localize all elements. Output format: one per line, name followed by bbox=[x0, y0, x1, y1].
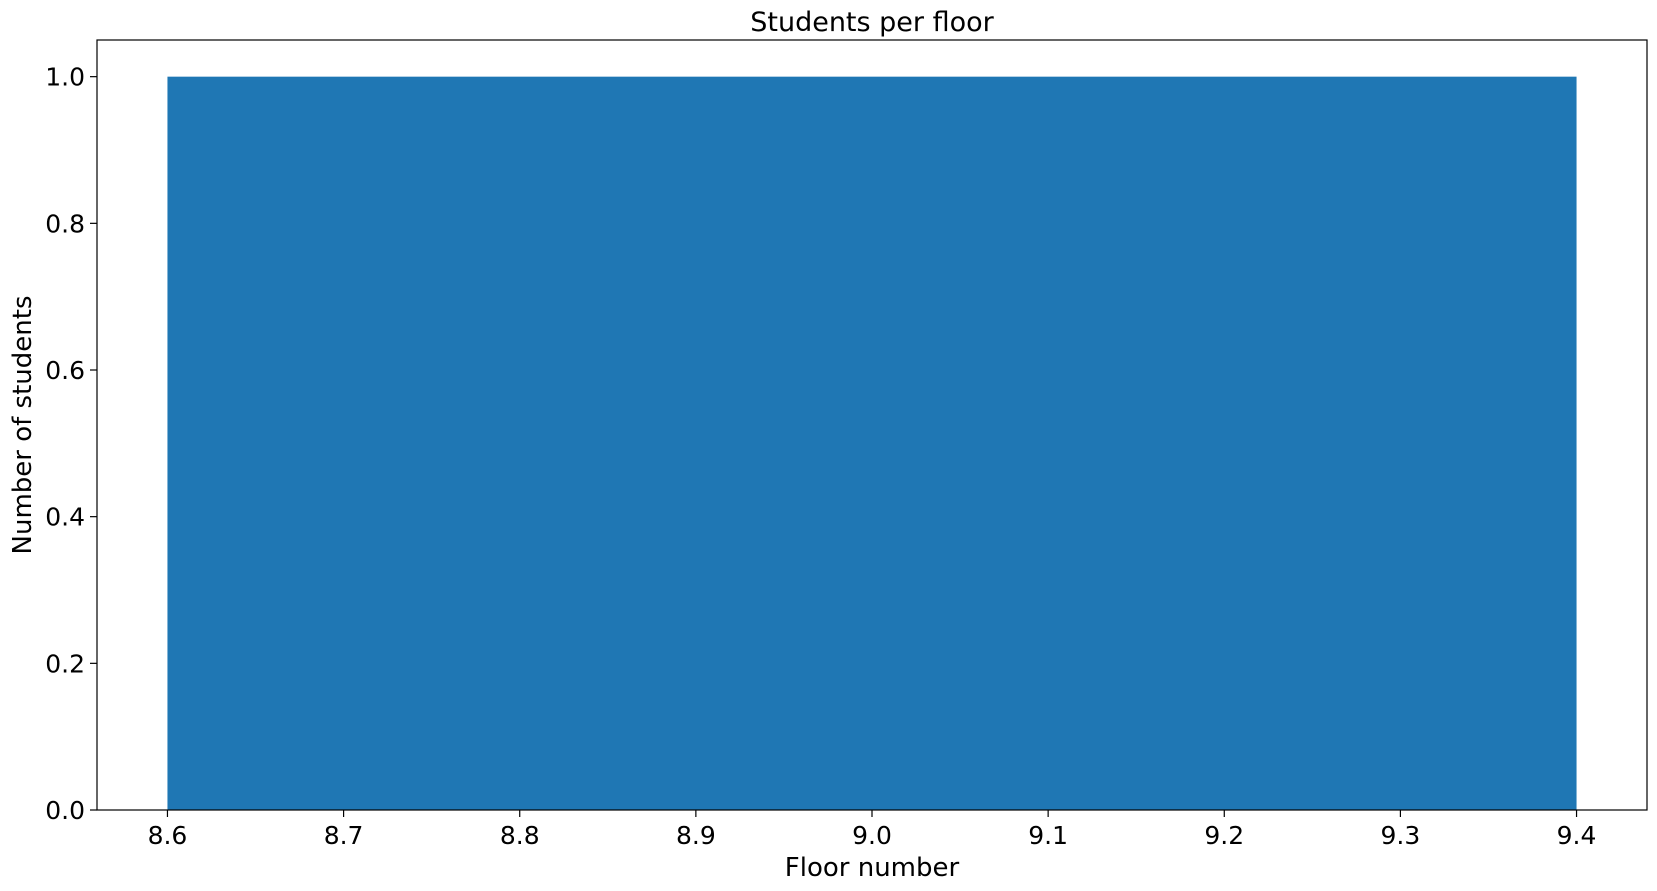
x-tick-label: 8.9 bbox=[676, 821, 716, 850]
y-tick-label: 0.4 bbox=[45, 503, 85, 532]
chart-title: Students per floor bbox=[750, 7, 994, 38]
x-tick-label: 9.3 bbox=[1381, 821, 1421, 850]
y-tick-label: 0.0 bbox=[45, 796, 85, 825]
x-tick-label: 8.7 bbox=[324, 821, 364, 850]
bars-layer bbox=[167, 76, 1577, 810]
x-tick-label: 8.6 bbox=[148, 821, 188, 850]
x-tick-label: 8.8 bbox=[500, 821, 540, 850]
y-tick-label: 0.2 bbox=[45, 649, 85, 678]
plot-frame bbox=[96, 39, 1648, 811]
x-tick-label: 9.1 bbox=[1028, 821, 1068, 850]
y-tick-label: 1.0 bbox=[45, 63, 85, 92]
y-tick-label: 0.6 bbox=[45, 356, 85, 385]
bar-0 bbox=[167, 76, 1577, 810]
y-axis-label: Number of students bbox=[8, 296, 38, 555]
x-axis-ticks: 8.6 8.7 8.8 8.9 9.0 9.1 9.2 9.3 9.4 bbox=[148, 810, 1597, 850]
x-tick-label: 9.0 bbox=[852, 821, 892, 850]
y-tick-label: 0.8 bbox=[45, 209, 85, 238]
x-axis-label: Floor number bbox=[785, 853, 960, 883]
y-axis-ticks: 0.0 0.2 0.4 0.6 0.8 1.0 bbox=[45, 63, 97, 825]
x-tick-label: 9.2 bbox=[1204, 821, 1244, 850]
x-tick-label: 9.4 bbox=[1557, 821, 1597, 850]
